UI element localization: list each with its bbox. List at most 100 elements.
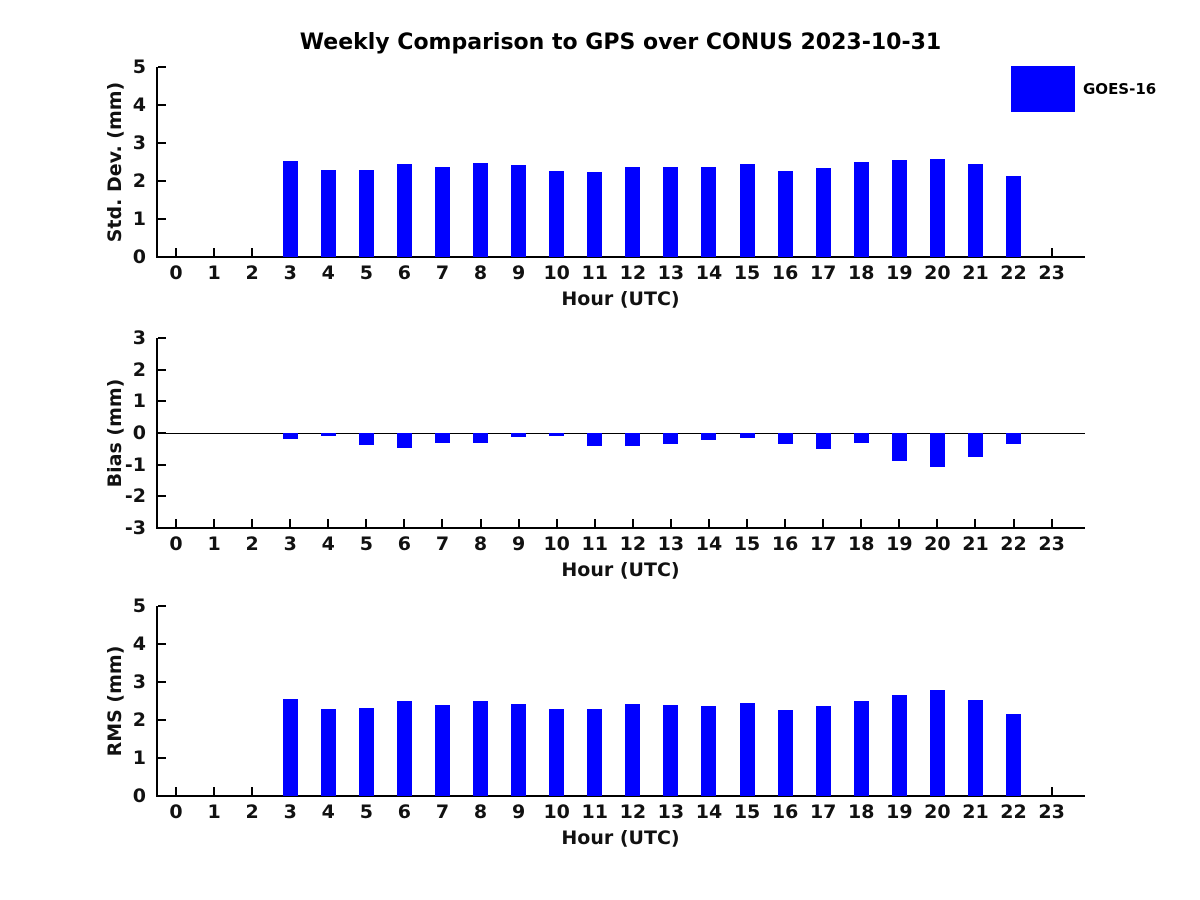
bar <box>815 168 831 257</box>
bar <box>1006 713 1022 796</box>
legend-label-goes16: GOES-16 <box>1083 80 1157 98</box>
x-tick-mark <box>898 519 901 527</box>
x-tick-mark <box>517 519 520 527</box>
x-tick-label: 8 <box>473 533 488 555</box>
y-tick-label: 5 <box>132 595 146 617</box>
bar <box>511 704 527 796</box>
y-tick-label: 2 <box>132 358 146 381</box>
x-tick-mark <box>213 787 216 795</box>
bar <box>701 433 717 441</box>
bar <box>625 166 641 257</box>
x-tick-label: 12 <box>619 262 647 284</box>
x-tick-label: 4 <box>321 262 335 284</box>
x-tick-mark <box>669 519 672 527</box>
y-tick-label: -2 <box>124 485 146 508</box>
chart-title: Weekly Comparison to GPS over CONUS 2023… <box>299 30 942 55</box>
x-tick-label: 15 <box>733 801 761 823</box>
bar <box>434 705 450 796</box>
y-tick-mark <box>158 400 166 403</box>
y-tick-mark <box>158 66 166 68</box>
x-tick-mark <box>1050 248 1053 256</box>
x-tick-label: 2 <box>245 533 259 555</box>
x-tick-mark <box>175 519 177 527</box>
x-tick-label: 11 <box>581 533 608 555</box>
x-tick-label: 16 <box>771 533 799 555</box>
bar <box>511 165 527 257</box>
x-tick-mark <box>746 519 749 527</box>
x-tick-mark <box>213 248 216 256</box>
x-tick-label: 20 <box>924 533 951 555</box>
y-tick-label: 5 <box>132 56 146 78</box>
y-tick-mark <box>158 180 166 182</box>
x-tick-label: 7 <box>435 262 450 284</box>
x-tick-label: 19 <box>886 533 913 555</box>
x-tick-label: 11 <box>581 262 608 284</box>
zero-line <box>156 433 1085 434</box>
x-tick-label: 14 <box>695 262 723 284</box>
bar <box>663 167 679 257</box>
bias-y-axis-label: Bias (mm) <box>104 378 126 488</box>
x-tick-label: 10 <box>543 262 570 284</box>
bar <box>396 433 412 449</box>
x-tick-mark <box>707 519 710 527</box>
y-tick-label: 4 <box>132 633 146 655</box>
bar <box>663 433 679 445</box>
x-tick-label: 16 <box>771 262 799 284</box>
bar <box>929 433 945 468</box>
y-tick-label: 1 <box>132 747 146 769</box>
y-axis-spine <box>156 67 158 257</box>
rms-plot-area: 0 1 2 3 4 5 0 1 2 3 4 5 6 7 8 9 10 11 12 13 14 15 16 17 18 19 20 21… <box>133 595 1085 823</box>
x-tick-label: 10 <box>543 801 570 823</box>
bar <box>853 700 869 796</box>
x-tick-label: 14 <box>695 801 723 823</box>
x-tick-label: 13 <box>657 801 685 823</box>
bar <box>1006 175 1022 257</box>
x-tick-label: 15 <box>733 262 761 284</box>
bar <box>853 162 869 257</box>
x-tick-label: 2 <box>245 801 259 823</box>
bar <box>434 166 450 257</box>
x-tick-label: 1 <box>207 262 221 284</box>
y-tick-mark <box>158 463 166 466</box>
x-tick-label: 3 <box>283 533 297 555</box>
y-tick-mark <box>158 681 166 683</box>
bar <box>777 433 793 445</box>
x-tick-label: 18 <box>848 533 875 555</box>
y-tick-mark <box>158 142 166 144</box>
bar <box>396 163 412 257</box>
x-tick-mark <box>860 519 863 527</box>
x-tick-label: 17 <box>809 801 837 823</box>
bar <box>358 169 374 257</box>
bar <box>473 433 489 443</box>
x-tick-label: 9 <box>512 262 526 284</box>
y-tick-mark <box>158 495 166 498</box>
y-tick-label: -1 <box>124 453 146 476</box>
y-axis-spine <box>156 606 158 796</box>
x-tick-mark <box>822 519 825 527</box>
x-tick-label: 22 <box>1000 801 1027 823</box>
x-tick-mark <box>403 519 406 527</box>
bar <box>587 708 603 796</box>
x-tick-label: 5 <box>359 801 373 823</box>
x-tick-label: 20 <box>924 801 951 823</box>
bar <box>549 171 565 257</box>
x-tick-label: 1 <box>207 801 221 823</box>
legend: GOES-16 <box>1011 66 1156 112</box>
x-tick-label: 13 <box>657 262 685 284</box>
y-tick-label: -3 <box>124 517 146 539</box>
bar <box>625 433 641 446</box>
x-tick-label: 11 <box>581 801 608 823</box>
x-tick-label: 19 <box>886 262 913 284</box>
x-tick-label: 5 <box>359 533 373 555</box>
x-tick-mark <box>327 519 330 527</box>
bar <box>625 704 641 796</box>
x-tick-label: 15 <box>733 533 761 555</box>
x-tick-label: 18 <box>848 801 875 823</box>
x-tick-label: 23 <box>1038 801 1065 823</box>
y-tick-mark <box>158 757 166 759</box>
std-dev-plot-area: 0 1 2 3 4 5 0 1 2 3 4 5 6 7 8 9 10 11 12 13 14 15 16 17 18 19 20 21… <box>133 56 1085 284</box>
y-tick-mark <box>158 719 166 721</box>
x-tick-label: 6 <box>397 262 412 284</box>
x-tick-mark <box>593 519 596 527</box>
